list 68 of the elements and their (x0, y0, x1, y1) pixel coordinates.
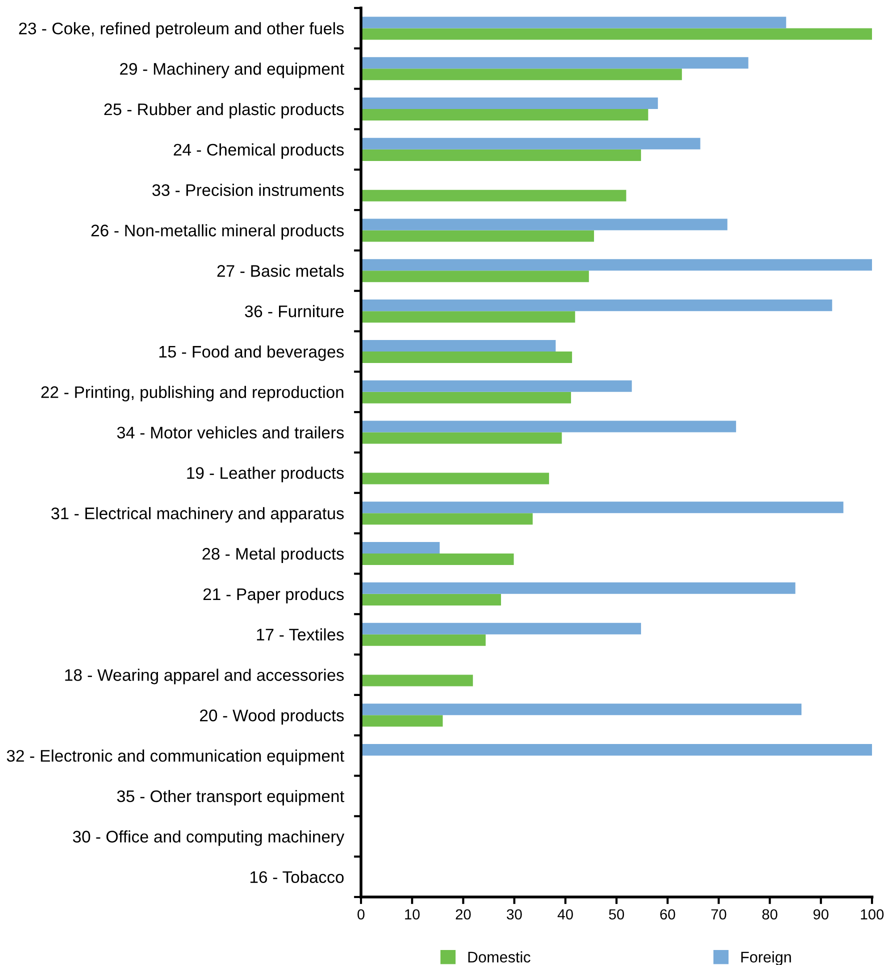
bar (361, 704, 802, 716)
bar (361, 432, 562, 444)
y-tick-label: 17 - Textiles (256, 628, 344, 641)
y-tick-label: 20 - Wood products (200, 709, 344, 725)
y-tick-label: 30 - Office and computing machinery (72, 830, 344, 846)
bar (361, 622, 642, 634)
bar (361, 57, 748, 69)
bar (361, 554, 514, 566)
bar (361, 502, 844, 514)
x-tick-label: 60 (660, 909, 676, 920)
y-tick-label: 31 - Electrical machinery and apparatus (51, 507, 344, 523)
bar (361, 420, 736, 432)
bar (361, 634, 486, 646)
bar (361, 218, 728, 230)
bar (361, 68, 682, 80)
bar (361, 149, 642, 161)
bar (361, 311, 576, 323)
bar (361, 230, 594, 242)
x-tick-label: 50 (608, 909, 624, 920)
bar (361, 472, 550, 484)
y-tick-label: 25 - Rubber and plastic products (104, 102, 344, 119)
bar (361, 715, 443, 727)
x-tick-label: 20 (456, 909, 471, 920)
y-tick-label: 16 - Tobacco (250, 870, 344, 883)
y-tick-label: 32 - Electronic and communication equipment (6, 750, 344, 766)
bar (361, 513, 533, 525)
y-tick-label: 33 - Precision instruments (152, 184, 344, 196)
bar (361, 582, 796, 594)
y-tick-label: 27 - Basic metals (217, 264, 344, 277)
bar (361, 16, 786, 28)
bar (361, 259, 872, 271)
y-tick-label: 18 - Wearing apparel and accessories (65, 668, 344, 684)
y-tick-label: 35 - Other transport equipment (117, 790, 344, 806)
bar (361, 28, 872, 40)
bar (361, 594, 502, 606)
y-tick-label: 36 - Furniture (244, 305, 344, 318)
bar (361, 744, 872, 756)
x-tick-label: 10 (405, 909, 420, 920)
y-tick-label: 19 - Leather products (187, 466, 344, 482)
bar (361, 98, 658, 110)
x-tick-label: 80 (762, 909, 778, 920)
bar (361, 270, 589, 282)
y-tick-label: 29 - Machinery and equipment (120, 62, 344, 78)
y-tick-label: 21 - Paper producs (203, 588, 344, 604)
x-tick-label: 30 (506, 909, 522, 920)
x-tick-label: 90 (813, 909, 828, 920)
bar (361, 340, 556, 352)
bar (361, 674, 473, 686)
bar (361, 300, 832, 312)
y-tick-label: 26 - Non-metallic mineral products (91, 224, 344, 240)
legend-label: Domestic (468, 951, 530, 963)
y-tick-label: 15 - Food and beverages (159, 345, 344, 361)
y-tick-label: 23 - Coke, refined petroleum and other fuels (19, 22, 344, 38)
y-tick-label: 28 - Metal products (202, 547, 344, 564)
y-tick-label: 22 - Printing, publishing and reproduction (41, 386, 344, 402)
x-tick-label: 0 (358, 909, 364, 920)
bar (361, 392, 572, 404)
bar (361, 380, 632, 392)
x-tick-label: 100 (860, 909, 884, 920)
x-tick-label: 70 (711, 909, 726, 920)
bar (361, 109, 648, 121)
y-tick-label: 34 - Motor vehicles and trailers (117, 426, 344, 438)
x-tick-label: 40 (558, 909, 573, 920)
bar (361, 138, 700, 150)
bar (361, 351, 572, 363)
bar (361, 542, 440, 554)
y-tick-label: 24 - Chemical products (174, 143, 344, 159)
bar (361, 190, 626, 202)
